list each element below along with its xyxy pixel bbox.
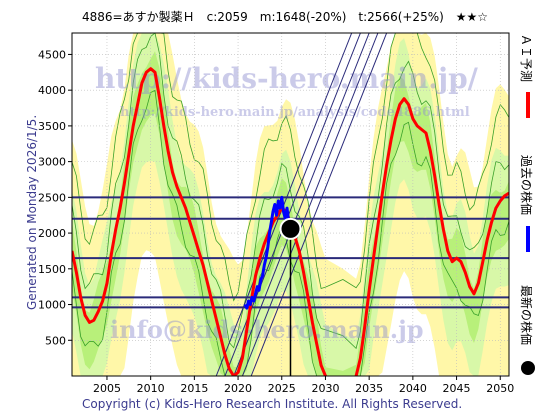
latest-point xyxy=(279,217,302,240)
y-tick-label-4000: 4000 xyxy=(38,84,66,97)
watermarks: http://kids-hero.main.jp/ http://kids-he… xyxy=(95,62,479,344)
y-tick-label-1000: 1000 xyxy=(38,299,66,312)
watermark-email: info@kids-hero.main.jp xyxy=(110,315,424,344)
legend-item-past: 過去の株価 xyxy=(519,155,534,252)
band-outline-2 xyxy=(72,89,509,376)
latest-price-marker xyxy=(279,217,302,376)
x-axis-ticks: 2005 2010 2015 2020 2025 2030 2035 2040 2045 2050 xyxy=(93,376,514,395)
chart-header: 4886=あすか製薬Ｈ c:2059 m:1648(-20%) t:2566(+… xyxy=(82,10,488,24)
watermark-analysis-url: http://kids-hero.main.jp/analysis/code48… xyxy=(120,105,470,120)
x-tick-label-2015: 2015 xyxy=(180,382,208,395)
band-outline-0 xyxy=(72,33,509,302)
generated-date-note: Generated on Monday 2026/1/5. xyxy=(25,115,39,310)
y-tick-label-3000: 3000 xyxy=(38,156,66,169)
x-tick-label-2020: 2020 xyxy=(224,382,252,395)
trend-channel-3 xyxy=(241,33,379,376)
legend-label-past: 過去の株価 xyxy=(519,155,534,215)
y-tick-label-3500: 3500 xyxy=(38,120,66,133)
plot-frame xyxy=(71,32,510,377)
gridlines xyxy=(72,33,509,376)
band-inner xyxy=(72,51,509,376)
y-axis-ticks: 500 1000 1500 2000 2500 3000 3500 4000 4500 xyxy=(38,48,72,347)
x-tick-label-2050: 2050 xyxy=(486,382,514,395)
series-line-2 xyxy=(243,195,292,310)
y-tick-label-2000: 2000 xyxy=(38,227,66,240)
legend: ＡＩ予測 過去の株価 最新の株価 xyxy=(519,34,535,375)
legend-label-latest: 最新の株価 xyxy=(519,285,534,345)
legend-item-ai: ＡＩ予測 xyxy=(519,34,533,118)
forecast-bands xyxy=(72,33,509,376)
y-tick-label-500: 500 xyxy=(45,334,66,347)
band-outline-1 xyxy=(72,33,509,350)
x-tick-label-2035: 2035 xyxy=(355,382,383,395)
trend-channel-2 xyxy=(233,33,370,376)
legend-item-latest: 最新の株価 xyxy=(519,285,535,375)
y-tick-label-4500: 4500 xyxy=(38,48,66,61)
x-tick-label-2025: 2025 xyxy=(268,382,296,395)
y-tick-label-2500: 2500 xyxy=(38,191,66,204)
trend-channel-4 xyxy=(250,33,388,376)
x-tick-label-2005: 2005 xyxy=(93,382,121,395)
x-tick-label-2010: 2010 xyxy=(137,382,165,395)
x-tick-label-2045: 2045 xyxy=(443,382,471,395)
copyright-footer: Copyright (c) Kids-Hero Research Institu… xyxy=(82,397,462,411)
y-tick-label-1500: 1500 xyxy=(38,263,66,276)
series-lines xyxy=(72,67,509,376)
x-tick-label-2040: 2040 xyxy=(399,382,427,395)
legend-label-ai: ＡＩ予測 xyxy=(519,34,533,82)
legend-swatch-latest xyxy=(521,361,535,375)
series-line-1 xyxy=(354,97,509,376)
watermark-url: http://kids-hero.main.jp/ xyxy=(95,62,479,95)
x-tick-label-2030: 2030 xyxy=(311,382,339,395)
